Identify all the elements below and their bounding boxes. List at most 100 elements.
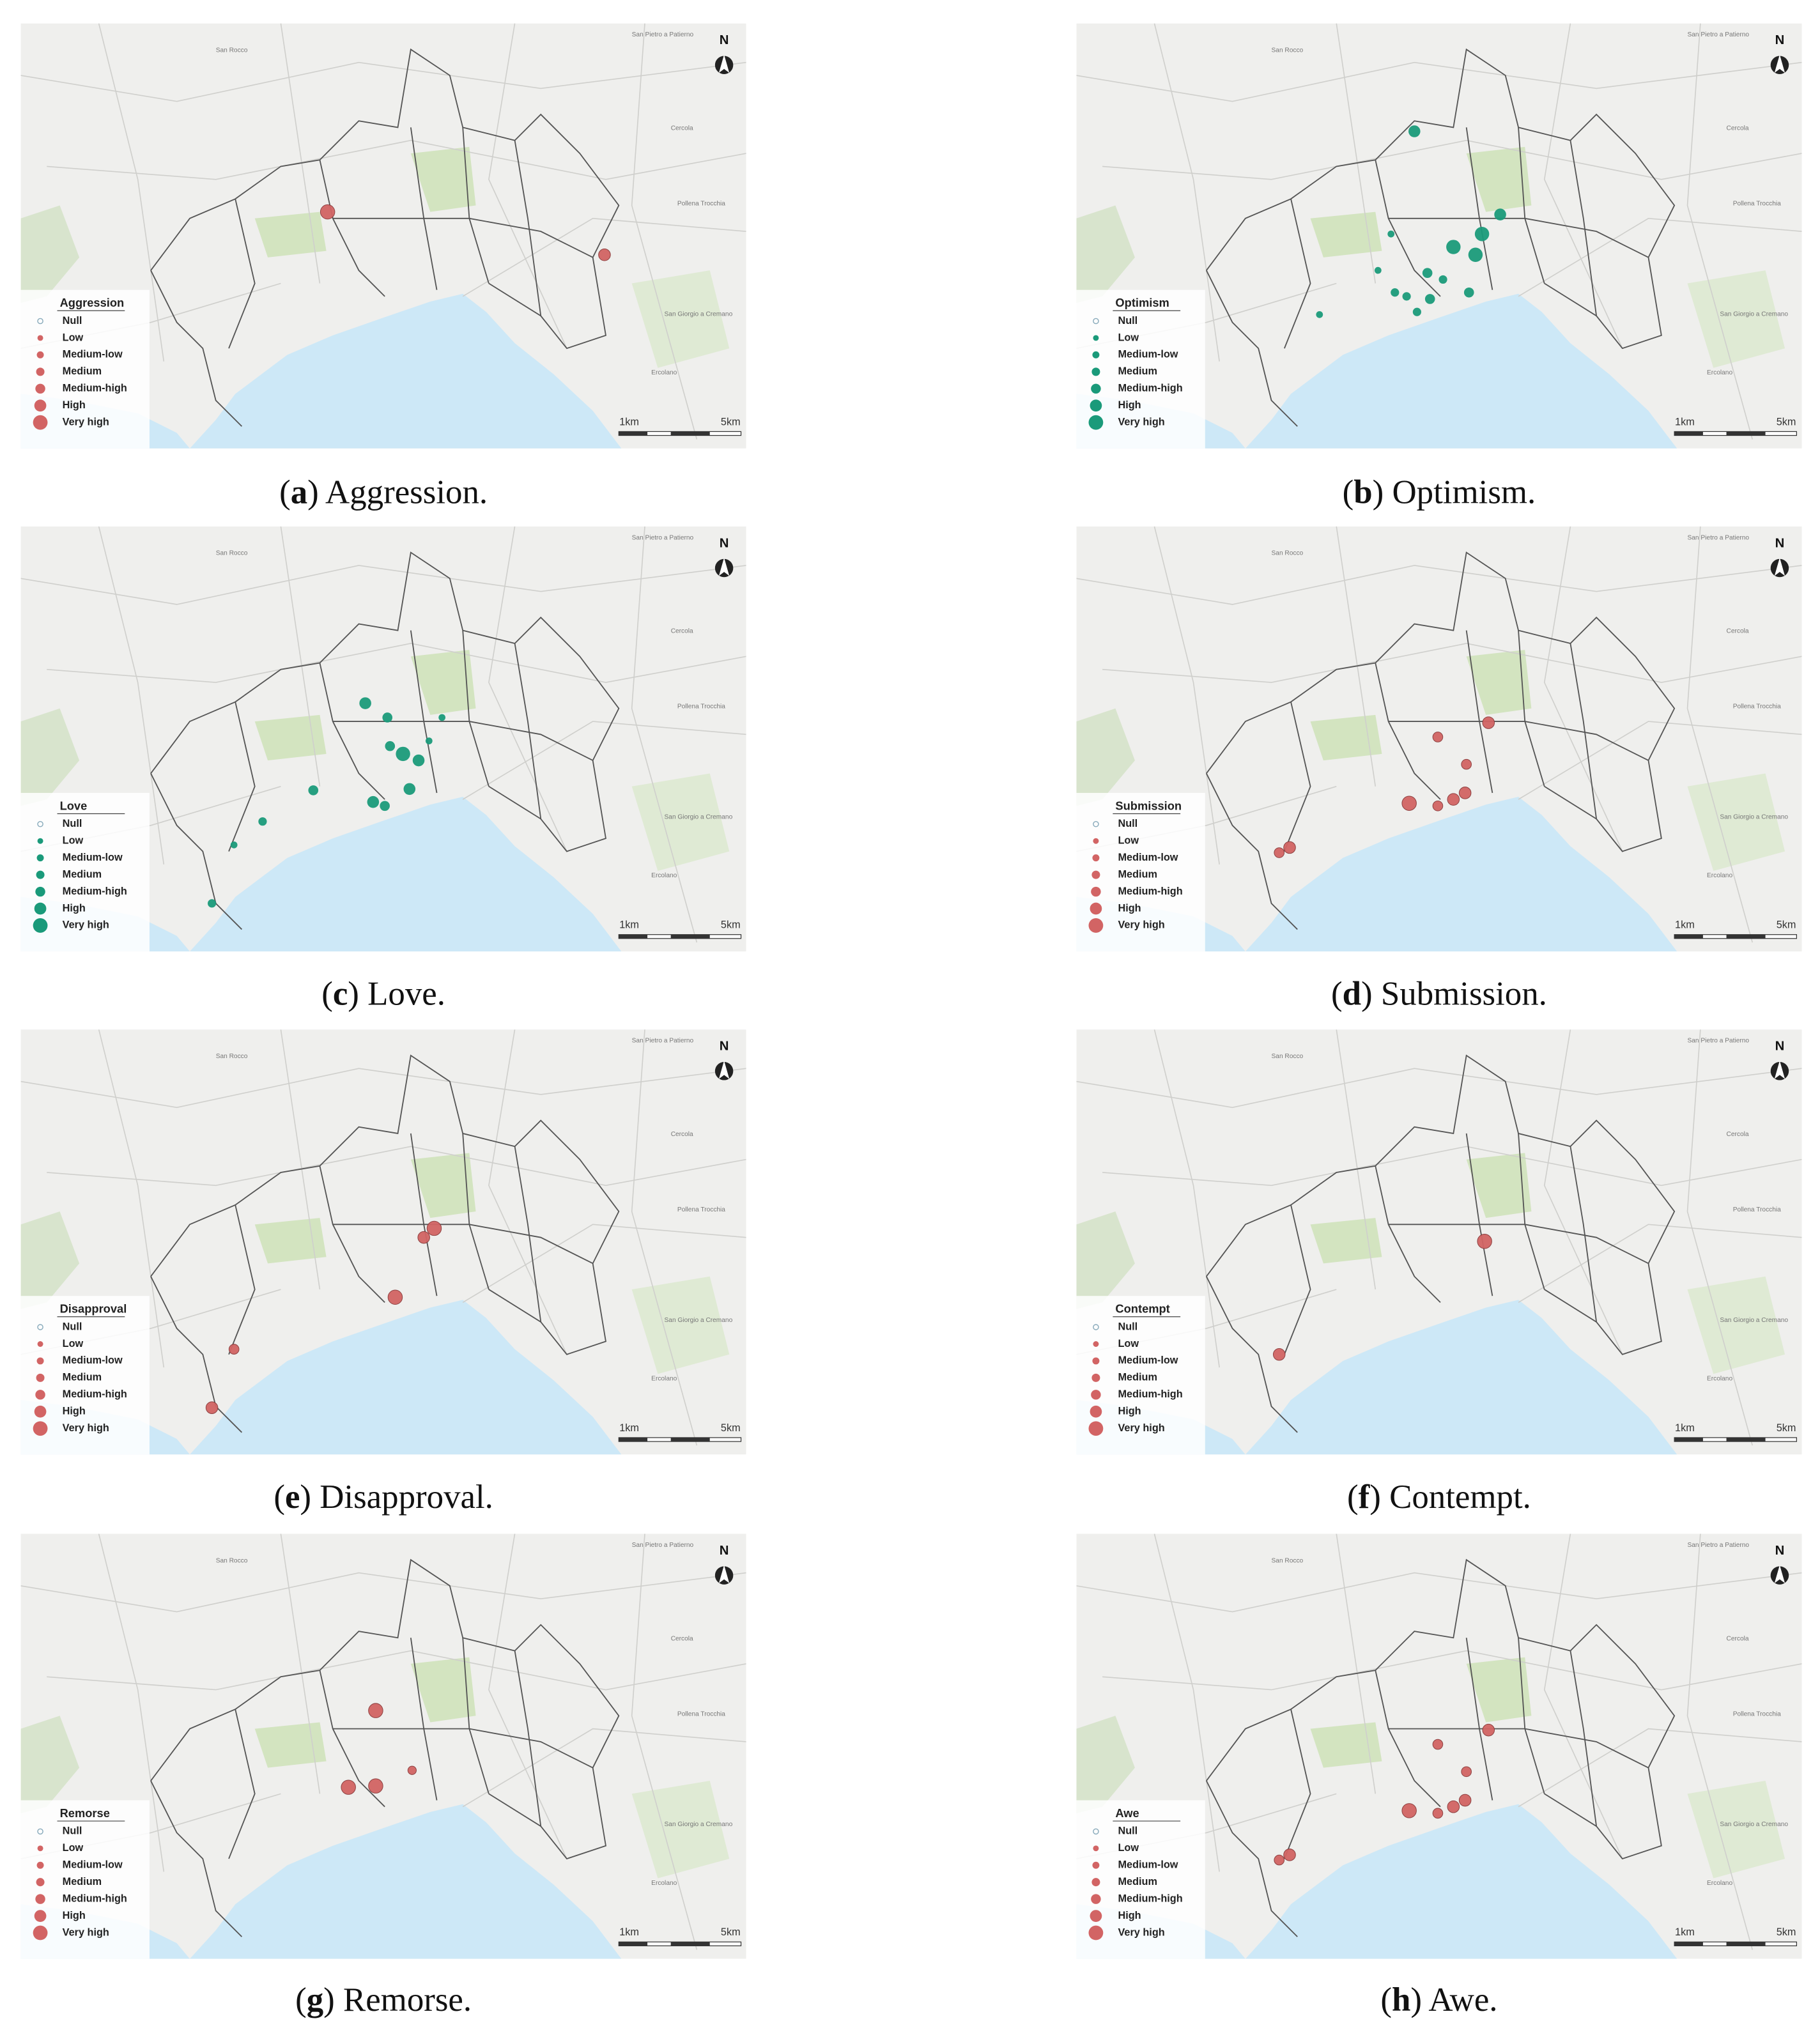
legend-symbol — [37, 1341, 43, 1347]
legend-symbol — [33, 415, 48, 430]
emotion-dot — [1438, 275, 1447, 284]
emotion-dot — [1387, 230, 1395, 238]
place-label: Ercolano — [651, 1880, 677, 1887]
legend-label: Medium-low — [63, 1859, 123, 1871]
legend-label: Medium-high — [63, 383, 127, 394]
legend-symbol — [36, 854, 44, 862]
place-label: Cercola — [1727, 1635, 1749, 1642]
place-label: Pollena Trocchia — [677, 1710, 725, 1717]
emotion-dot — [1374, 266, 1382, 274]
legend-symbol — [1091, 1373, 1100, 1382]
scale-label: 5km — [721, 919, 741, 931]
map-panel: San Rocco Pollena Trocchia Cercola Ercolano… — [1076, 1029, 1802, 1455]
legend-label: High — [1118, 1406, 1141, 1417]
scale-bar-segment — [1674, 431, 1703, 436]
legend-symbol — [1090, 399, 1102, 412]
emotion-dot — [1391, 288, 1400, 297]
north-label: N — [1775, 1544, 1785, 1558]
north-arrow — [718, 557, 730, 576]
legend-symbol — [1091, 367, 1100, 376]
emotion-dot — [1272, 1348, 1286, 1361]
scale-label: 5km — [1777, 919, 1796, 931]
legend-symbol — [35, 1894, 45, 1904]
scale-label: 5km — [721, 416, 741, 427]
north-arrow — [718, 1565, 730, 1583]
emotion-dot — [1274, 847, 1285, 858]
place-label: San Pietro a Patierno — [1688, 31, 1750, 38]
emotion-dot — [1446, 240, 1461, 254]
scale-label: 1km — [1675, 416, 1695, 427]
emotion-dot — [308, 785, 319, 795]
legend-title: Aggression — [60, 296, 125, 309]
emotion-dot — [1482, 1723, 1495, 1737]
emotion-dot — [1482, 716, 1495, 729]
legend-label: Medium-high — [1118, 886, 1182, 897]
place-label: Pollena Trocchia — [1733, 703, 1781, 711]
place-label: Pollena Trocchia — [1733, 1710, 1781, 1717]
legend-label: Medium-low — [1118, 349, 1178, 360]
legend-symbol — [1091, 1390, 1101, 1400]
place-label: San Giorgio a Cremano — [665, 311, 733, 318]
legend-symbol — [1093, 820, 1099, 827]
place-label: Pollena Trocchia — [677, 200, 725, 207]
emotion-dot — [426, 1220, 442, 1236]
emotion-dot — [1461, 1766, 1472, 1778]
legend-symbol — [35, 383, 45, 394]
place-label: Ercolano — [651, 1375, 677, 1382]
legend-label: Medium — [63, 365, 102, 377]
caption-part: ( — [295, 1981, 307, 2018]
legend-label: Low — [1118, 1338, 1139, 1349]
scale-bar-segment — [1674, 1437, 1703, 1442]
emotion-dot — [385, 741, 396, 751]
scale-bar-segment — [670, 1437, 710, 1442]
caption-part: ( — [1343, 473, 1354, 511]
place-label: Ercolano — [1707, 1880, 1732, 1887]
emotion-dot — [228, 1344, 240, 1355]
legend-label: High — [63, 1910, 86, 1921]
legend-symbol — [1091, 1894, 1101, 1904]
legend-label: Very high — [1118, 416, 1164, 427]
emotion-dot — [1477, 1234, 1492, 1249]
emotion-dot — [1494, 208, 1506, 220]
place-label: San Giorgio a Cremano — [1720, 814, 1788, 821]
legend-label: Very high — [1118, 919, 1164, 931]
map-panel: San Rocco Pollena Trocchia Cercola Ercolano… — [1076, 526, 1802, 952]
legend-symbol — [36, 1878, 45, 1887]
place-label: San Rocco — [1272, 550, 1304, 557]
caption: (h) Awe. — [1380, 1981, 1497, 2018]
legend-label: High — [1118, 399, 1141, 411]
emotion-dot — [1283, 841, 1296, 854]
place-label: Cercola — [1727, 628, 1749, 635]
legend-symbol — [1091, 870, 1100, 879]
emotion-dot — [1432, 732, 1444, 742]
place-label: San Pietro a Patierno — [632, 1542, 694, 1549]
emotion-dot — [1474, 226, 1490, 242]
emotion-dot — [380, 801, 390, 811]
place-label: San Rocco — [216, 1053, 248, 1060]
place-label: San Pietro a Patierno — [1688, 534, 1750, 541]
place-label: Cercola — [671, 1635, 693, 1642]
legend-symbol — [33, 1421, 48, 1436]
caption-part: a — [291, 473, 307, 511]
legend-symbol — [35, 886, 45, 897]
caption-part: ) Remorse. — [323, 1981, 472, 2018]
emotion-dot — [1402, 292, 1411, 301]
legend-title: Optimism — [1115, 296, 1169, 309]
emotion-dot — [230, 841, 238, 849]
place-label: San Giorgio a Cremano — [665, 814, 733, 821]
legend-symbol — [1092, 1861, 1100, 1869]
legend-title: Remorse — [60, 1806, 110, 1820]
place-label: Ercolano — [651, 369, 677, 376]
scale-label: 5km — [1777, 416, 1796, 427]
place-label: Cercola — [671, 125, 693, 132]
legend-label: Null — [63, 818, 82, 829]
legend-label: Very high — [63, 1422, 109, 1434]
place-label: San Rocco — [216, 47, 248, 54]
caption-part: ( — [1380, 1981, 1392, 2018]
scale-label: 1km — [619, 919, 639, 931]
legend-symbol — [33, 1925, 48, 1940]
north-arrow — [1774, 1061, 1785, 1079]
legend-label: High — [1118, 1910, 1141, 1921]
legend-label: Medium-high — [63, 1388, 127, 1400]
